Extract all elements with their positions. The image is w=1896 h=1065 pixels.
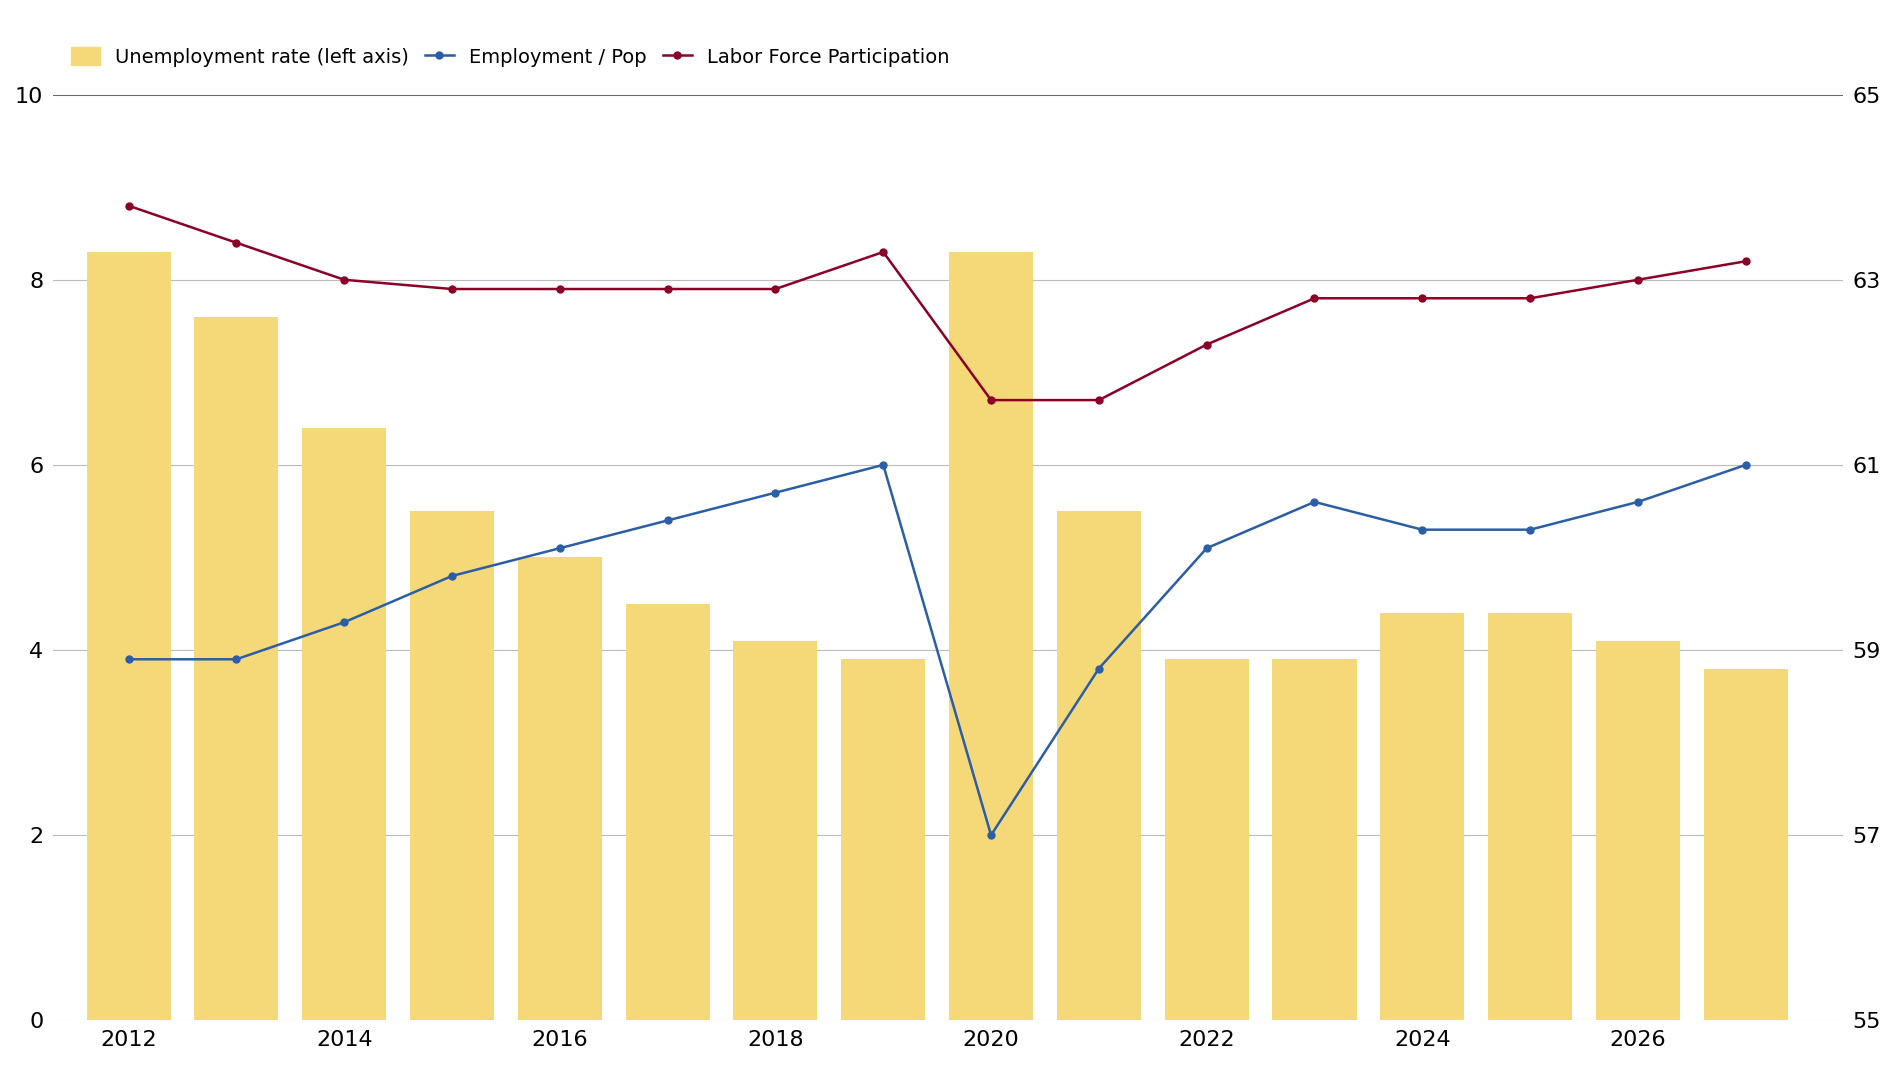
Bar [842, 659, 925, 1020]
Legend: Unemployment rate (left axis), Employment / Pop, Labor Force Participation: Unemployment rate (left axis), Employmen… [63, 39, 957, 75]
Bar [1164, 659, 1249, 1020]
Bar [1272, 659, 1356, 1020]
Bar [734, 641, 817, 1020]
Bar [1380, 613, 1464, 1020]
Bar [950, 252, 1033, 1020]
Bar [1056, 511, 1141, 1020]
Bar [301, 428, 387, 1020]
Bar [193, 316, 279, 1020]
Bar [626, 604, 709, 1020]
Bar [1596, 641, 1680, 1020]
Bar [518, 557, 601, 1020]
Bar [1488, 613, 1572, 1020]
Bar [1705, 669, 1788, 1020]
Bar [87, 252, 171, 1020]
Bar [410, 511, 495, 1020]
